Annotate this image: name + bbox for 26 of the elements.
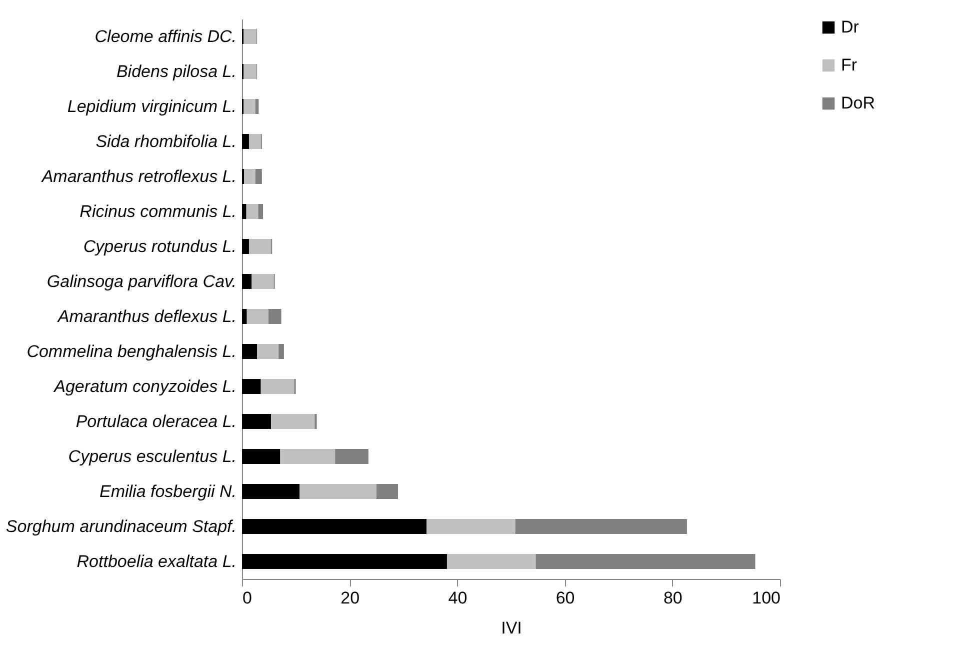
x-tick-label: 40 — [448, 588, 468, 608]
legend-label: DoR — [841, 94, 876, 112]
y-tick-label: Ageratum conyzoides L. — [53, 377, 236, 396]
y-tick-label: Commelina benghalensis L. — [26, 342, 236, 361]
y-tick-label: Rottboelia exaltata L. — [76, 552, 236, 571]
y-tick-label: Sorghum arundinaceum Stapf. — [6, 517, 236, 536]
x-tick-label: 20 — [340, 588, 360, 608]
y-tick-label: Cyperus esculentus L. — [68, 447, 236, 466]
y-tick-label: Amaranthus retroflexus L. — [40, 167, 236, 186]
y-tick-label: Cyperus rotundus L. — [83, 237, 236, 256]
y-tick-label: Galinsoga parviflora Cav. — [46, 272, 236, 291]
y-tick-label: Amaranthus deflexus L. — [56, 307, 236, 326]
y-tick-label: Emilia fosbergii N. — [100, 482, 236, 501]
x-tick-label: 60 — [556, 588, 575, 608]
y-tick-label: Cleome affinis DC. — [94, 27, 236, 46]
legend-label: Dr — [841, 18, 860, 36]
y-tick-label: Sida rhombifolia L. — [96, 132, 236, 151]
y-tick-label: Lepidium virginicum L. — [67, 97, 236, 116]
y-tick-label: Ricinus communis L. — [80, 202, 236, 221]
legend-label: Fr — [841, 56, 858, 74]
x-tick-label: 100 — [752, 588, 780, 608]
x-axis-title: IVI — [501, 618, 522, 638]
x-tick-label: 0 — [242, 588, 252, 608]
x-tick-label: 80 — [663, 588, 682, 608]
y-tick-label: Bidens pilosa L. — [116, 62, 236, 81]
y-tick-label: Portulaca oleracea L. — [76, 412, 236, 431]
